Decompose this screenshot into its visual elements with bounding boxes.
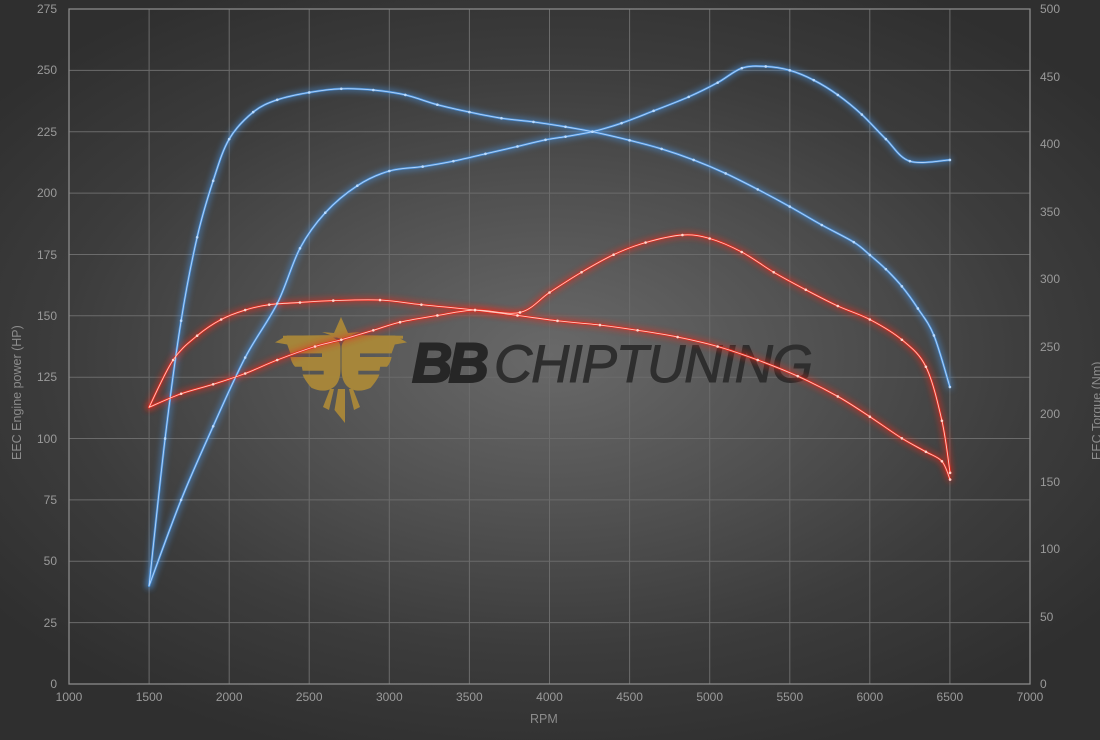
svg-text:BB: BB [412,331,487,394]
